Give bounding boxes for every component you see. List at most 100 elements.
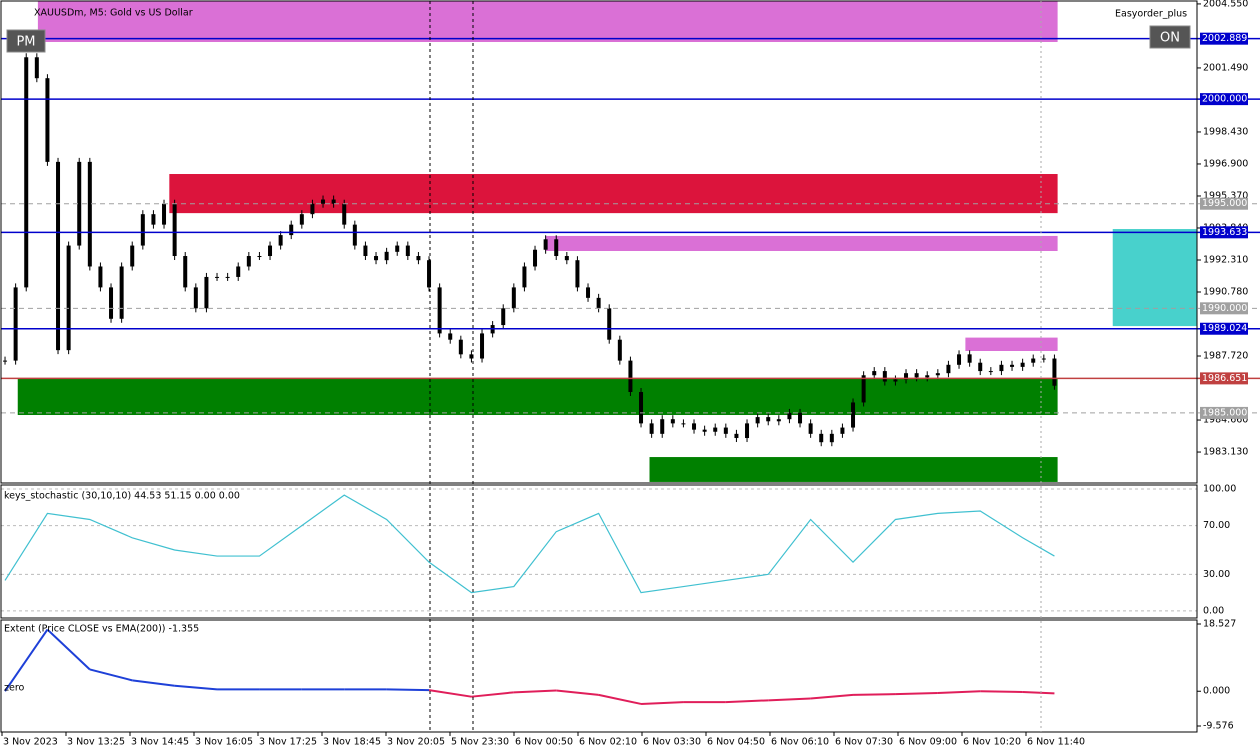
extent-panel: 18.527 0.000 -9.576 <box>4 619 1236 731</box>
candle <box>405 245 410 257</box>
time-label: 6 Nov 03:30 <box>643 737 701 748</box>
candle <box>130 245 135 267</box>
candle <box>946 364 951 374</box>
time-label: 3 Nov 16:05 <box>195 737 253 748</box>
level-label: 1993.633 <box>1202 227 1247 238</box>
level-label-box <box>1200 197 1248 210</box>
candle <box>289 224 294 236</box>
stochastic-panel: 100.00 70.00 30.00 0.00 <box>1 484 1236 616</box>
extent-segment <box>513 689 557 694</box>
price-tick-label: 1995.370 <box>1203 190 1248 201</box>
time-label: 3 Nov 13:25 <box>67 737 125 748</box>
ui-overlay: XAUUSDm, M5: Gold vs US Dollar Easyorder… <box>4 8 1191 694</box>
candle <box>1052 358 1057 386</box>
candle <box>511 287 516 309</box>
candle <box>246 256 251 267</box>
candle <box>501 308 506 326</box>
candle <box>109 287 114 319</box>
zone <box>169 174 1058 214</box>
candle <box>225 276 230 278</box>
time-label: 6 Nov 06:10 <box>771 737 829 748</box>
extent-segment <box>174 684 218 691</box>
expert-name: Easyorder_plus <box>1115 9 1187 20</box>
candle <box>215 276 220 278</box>
time-label: 6 Nov 02:10 <box>579 737 637 748</box>
candle <box>607 308 612 340</box>
on-button-label[interactable]: ON <box>1160 31 1180 46</box>
time-label: 6 Nov 00:50 <box>515 737 573 748</box>
candle <box>87 161 92 267</box>
time-label: 3 Nov 20:05 <box>387 737 445 748</box>
level-label-box <box>1200 32 1248 45</box>
extent-segment <box>428 689 472 698</box>
extent-segment <box>853 693 896 696</box>
candle <box>162 203 167 225</box>
candle <box>617 339 622 361</box>
candle <box>352 224 357 246</box>
level-label: 1985.000 <box>1202 407 1247 418</box>
candle <box>13 287 18 361</box>
zero-label: zero <box>4 683 25 694</box>
pm-button-label[interactable]: PM <box>16 35 35 50</box>
candle <box>755 417 760 424</box>
candle <box>331 199 336 204</box>
candle <box>427 260 432 288</box>
extent-segment <box>937 690 981 695</box>
extent-segment <box>1022 690 1055 695</box>
time-label: 6 Nov 11:40 <box>1027 737 1085 748</box>
candle <box>77 161 82 246</box>
candle <box>681 423 686 425</box>
candle <box>723 427 728 434</box>
candle <box>236 266 241 277</box>
candle <box>935 373 940 376</box>
candle <box>119 266 124 319</box>
stoch-frame <box>0 484 1198 619</box>
candle <box>851 402 856 428</box>
price-tick-label: 2004.550 <box>1203 0 1248 9</box>
candle <box>649 423 654 434</box>
candle <box>1031 358 1036 363</box>
time-label: 6 Nov 04:50 <box>707 737 765 748</box>
candle <box>448 333 453 340</box>
candle <box>872 371 877 376</box>
candle <box>999 364 1004 372</box>
extent-frame <box>0 619 1198 733</box>
candle <box>967 354 972 363</box>
candle <box>808 423 813 434</box>
candle <box>745 423 750 439</box>
candle <box>564 256 569 261</box>
pm-button[interactable] <box>6 29 46 53</box>
candle <box>713 427 718 432</box>
level-label: 2000.000 <box>1202 94 1247 105</box>
stoch-tick-label: 100.00 <box>1203 484 1236 495</box>
candle <box>925 375 930 378</box>
candle <box>56 161 61 351</box>
candle <box>98 266 103 288</box>
time-label: 6 Nov 10:20 <box>963 737 1021 748</box>
on-button[interactable] <box>1149 25 1191 49</box>
price-tick-label: 1998.430 <box>1203 126 1248 137</box>
time-label: 3 Nov 2023 <box>3 737 58 748</box>
candle <box>957 354 962 365</box>
extent-segment <box>4 628 49 692</box>
candle <box>204 276 209 309</box>
level-label: 1986.651 <box>1202 373 1247 384</box>
candle <box>437 287 442 334</box>
price-tick-label: 1987.720 <box>1203 351 1248 362</box>
extent-tick-label: 0.000 <box>1203 686 1230 697</box>
stoch-tick-label: 30.00 <box>1203 569 1230 580</box>
level-label-box <box>1200 372 1248 385</box>
candle <box>416 256 421 261</box>
price-tick-label: 1990.780 <box>1203 286 1248 297</box>
price-tick-label: 2001.490 <box>1203 62 1248 73</box>
candle <box>575 260 580 288</box>
candle <box>628 360 633 392</box>
candle <box>1020 362 1025 367</box>
candle <box>374 256 379 261</box>
candle <box>554 239 559 257</box>
extent-segment <box>386 688 430 692</box>
price-tick-label: 1984.660 <box>1203 415 1248 426</box>
candle <box>829 433 834 443</box>
stoch-tick-label: 0.00 <box>1203 605 1224 616</box>
time-label: 3 Nov 14:45 <box>131 737 189 748</box>
